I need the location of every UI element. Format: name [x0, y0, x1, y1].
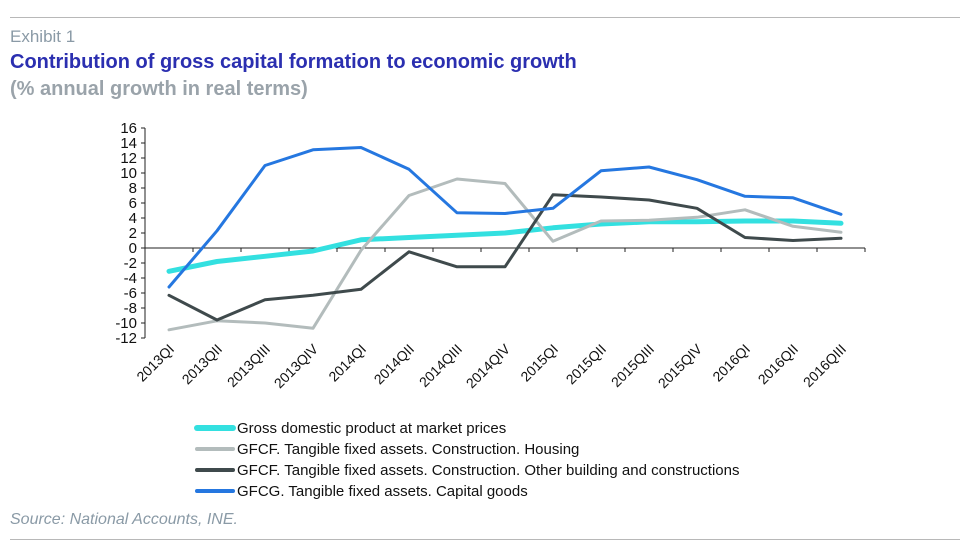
- x-tick-label: 2016QI: [709, 341, 753, 385]
- y-tick-label: 8: [129, 180, 137, 197]
- bottom-rule: [10, 539, 960, 540]
- x-tick-label: 2013QIII: [224, 341, 273, 390]
- x-tick-label: 2015QI: [517, 341, 561, 385]
- y-tick-label: 0: [129, 240, 137, 257]
- legend-label: Gross domestic product at market prices: [237, 420, 506, 437]
- chart-title: Contribution of gross capital formation …: [10, 51, 577, 73]
- x-tick-label: 2014QIII: [416, 341, 465, 390]
- y-tick-label: 12: [120, 150, 137, 167]
- x-tick-label: 2013QII: [179, 341, 226, 388]
- y-tick-label: 16: [120, 120, 137, 137]
- x-tick-label: 2015QIII: [608, 341, 657, 390]
- x-tick-label: 2015QII: [563, 341, 610, 388]
- chart-subtitle: (% annual growth in real terms): [10, 78, 308, 100]
- y-tick-label: -4: [124, 270, 137, 287]
- legend-label: GFCF. Tangible fixed assets. Constructio…: [237, 441, 579, 458]
- x-tick-label: 2016QIII: [800, 341, 849, 390]
- legend-label: GFCG. Tangible fixed assets. Capital goo…: [237, 483, 528, 500]
- y-tick-label: -6: [124, 285, 137, 302]
- y-tick-label: -10: [115, 315, 137, 332]
- x-tick-label: 2013QI: [133, 341, 177, 385]
- x-tick-label: 2013QIV: [271, 340, 322, 391]
- y-tick-label: 14: [120, 135, 137, 152]
- y-tick-label: -8: [124, 300, 137, 317]
- y-tick-label: -2: [124, 255, 137, 272]
- y-tick-label: 6: [129, 195, 137, 212]
- series-line: [167, 193, 843, 322]
- x-tick-label: 2015QIV: [655, 340, 706, 391]
- series-line: [166, 218, 844, 274]
- x-tick-label: 2016QII: [755, 341, 802, 388]
- y-tick-label: 4: [129, 210, 137, 227]
- exhibit-label: Exhibit 1: [10, 27, 76, 46]
- y-tick-label: 10: [120, 165, 137, 182]
- legend-label: GFCF. Tangible fixed assets. Constructio…: [237, 462, 739, 479]
- x-tick-label: 2014QII: [371, 341, 418, 388]
- x-tick-label: 2014QI: [325, 341, 369, 385]
- y-tick-label: 2: [129, 225, 137, 242]
- x-tick-label: 2014QIV: [463, 340, 514, 391]
- y-tick-label: -12: [115, 330, 137, 347]
- source-note: Source: National Accounts, INE.: [10, 511, 238, 528]
- top-rule: [10, 17, 960, 18]
